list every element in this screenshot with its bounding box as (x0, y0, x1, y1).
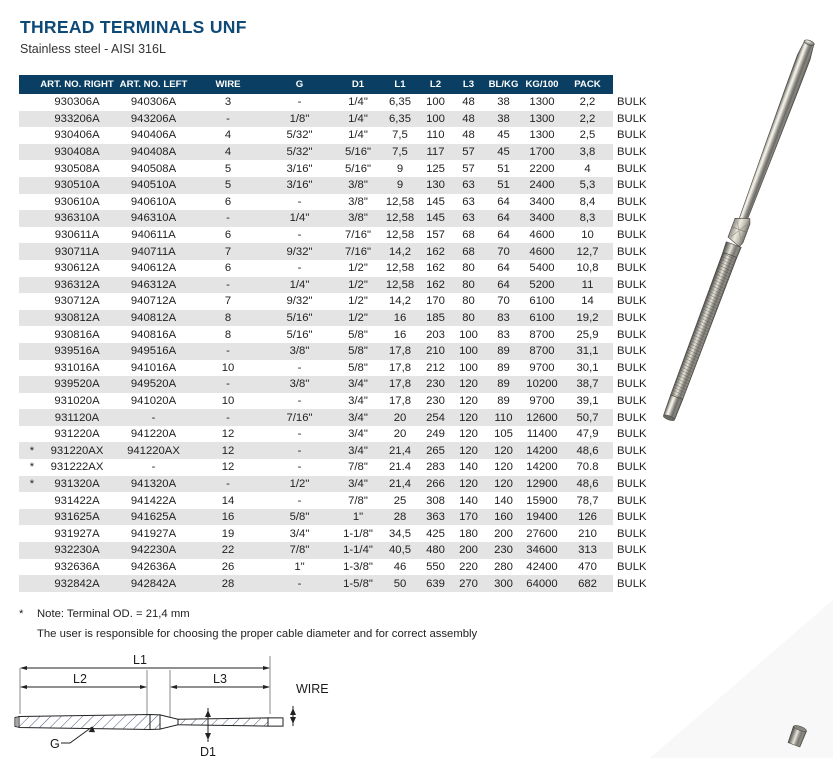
svg-text:G: G (50, 737, 60, 751)
svg-text:L3: L3 (213, 672, 227, 686)
svg-text:D1: D1 (200, 745, 216, 758)
svg-text:WIRE: WIRE (296, 682, 329, 696)
svg-text:L2: L2 (73, 672, 87, 686)
svg-text:L1: L1 (133, 653, 147, 667)
